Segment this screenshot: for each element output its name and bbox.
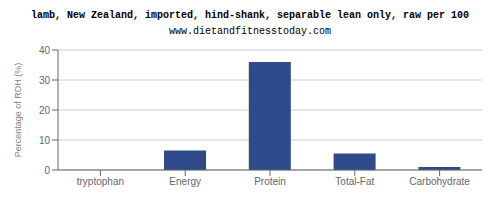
html-text:www.dietandfitnesstoday.com: www.dietandfitnesstoday.com	[169, 26, 331, 37]
svg-text:0: 0	[44, 165, 50, 176]
svg-text:Total-Fat: Total-Fat	[335, 176, 374, 187]
svg-text:40: 40	[39, 45, 51, 56]
svg-text:Percentage of RDH (%): Percentage of RDH (%)	[13, 63, 23, 158]
svg-text:30: 30	[39, 75, 51, 86]
html-text:lamb, New Zealand, imported, h: lamb, New Zealand, imported, hind-shank,…	[31, 10, 469, 21]
svg-text:Carbohydrate: Carbohydrate	[409, 176, 470, 187]
svg-text:Protein: Protein	[254, 176, 286, 187]
svg-text:Energy: Energy	[169, 176, 201, 187]
svg-text:20: 20	[39, 105, 51, 116]
svg-text:10: 10	[39, 135, 51, 146]
svg-text:tryptophan: tryptophan	[77, 176, 124, 187]
